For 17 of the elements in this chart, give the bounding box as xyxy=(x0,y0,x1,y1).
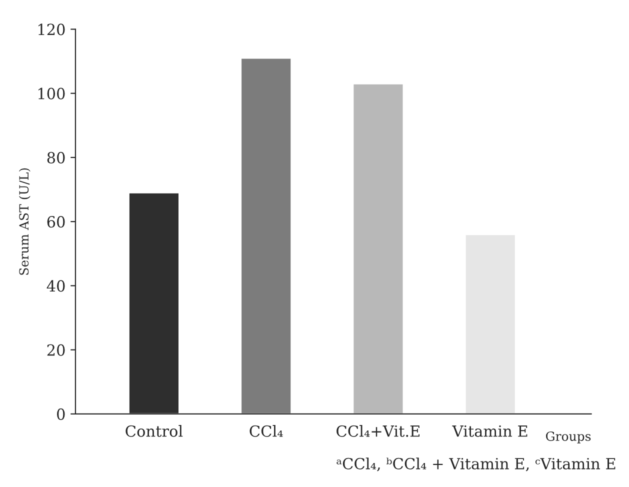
x-tick-label: CCl₄ xyxy=(250,425,283,437)
y-tick-label: 100 xyxy=(38,88,65,100)
x-axis-title: Groups xyxy=(546,431,591,444)
x-tick-label: Vitamin E xyxy=(452,425,528,437)
x-tick-label: CCl₄+Vit.E xyxy=(336,425,420,437)
y-tick-label: 40 xyxy=(46,280,65,292)
bar xyxy=(464,234,516,414)
y-axis-title: Serum AST (U/L) xyxy=(18,168,30,275)
x-tick-label: Control xyxy=(126,425,183,437)
y-tick-label: 20 xyxy=(47,344,65,356)
y-tick-label: 80 xyxy=(47,152,65,164)
bar xyxy=(240,57,292,414)
y-tick-label: 60 xyxy=(47,216,65,228)
y-tick-label: 120 xyxy=(38,24,65,36)
bar xyxy=(352,83,404,414)
text: ᵃCCl₄, ᵇCCl₄ + Vitamin E, ᶜVitamin E xyxy=(336,458,616,472)
y-tick-label: 0 xyxy=(57,408,65,420)
